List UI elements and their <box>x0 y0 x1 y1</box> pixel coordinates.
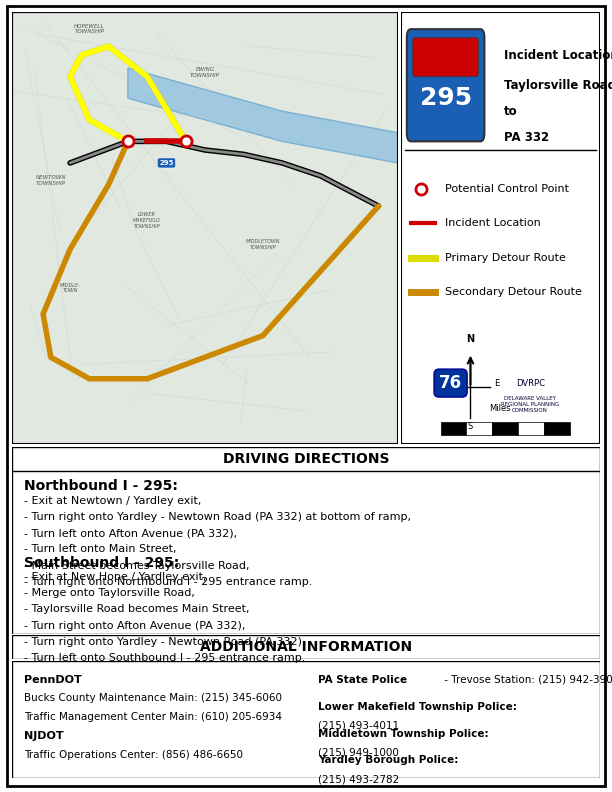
Text: - Turn right onto Afton Avenue (PA 332),: - Turn right onto Afton Avenue (PA 332), <box>24 621 245 630</box>
Text: - Turn right onto Yardley - Newtown Road (PA 332),: - Turn right onto Yardley - Newtown Road… <box>24 637 305 647</box>
Text: PA State Police: PA State Police <box>318 675 407 684</box>
Text: Potential Control Point: Potential Control Point <box>444 184 569 194</box>
Text: LOWER
MAKEFIELD
TOWNSHIP: LOWER MAKEFIELD TOWNSHIP <box>133 212 161 229</box>
Text: - Turn left onto Southbound I - 295 entrance ramp.: - Turn left onto Southbound I - 295 entr… <box>24 653 305 663</box>
Text: - Turn left onto Afton Avenue (PA 332),: - Turn left onto Afton Avenue (PA 332), <box>24 528 237 538</box>
Text: Lower Makefield Township Police:: Lower Makefield Township Police: <box>318 702 517 711</box>
Text: S: S <box>468 422 473 431</box>
Text: - Exit at New Hope / Yardley exit,: - Exit at New Hope / Yardley exit, <box>24 572 206 582</box>
Text: N: N <box>466 334 474 345</box>
Text: 295: 295 <box>420 86 472 110</box>
Text: - Main Street becomes Taylorsville Road,: - Main Street becomes Taylorsville Road, <box>24 561 250 570</box>
Text: Incident Location: Incident Location <box>444 219 540 228</box>
Text: Incident Location:: Incident Location: <box>504 48 612 62</box>
Text: EWING
TOWNSHIP: EWING TOWNSHIP <box>190 67 220 78</box>
Text: - Trevose Station: (215) 942-3900: - Trevose Station: (215) 942-3900 <box>441 675 612 684</box>
Text: Southbound I - 295:: Southbound I - 295: <box>24 556 179 569</box>
FancyBboxPatch shape <box>413 38 479 77</box>
Text: Traffic Operations Center: (856) 486-6650: Traffic Operations Center: (856) 486-665… <box>24 749 243 760</box>
Text: Bucks County Maintenance Main: (215) 345-6060: Bucks County Maintenance Main: (215) 345… <box>24 693 282 703</box>
Text: DRIVING DIRECTIONS: DRIVING DIRECTIONS <box>223 452 389 466</box>
Text: DELAWARE VALLEY
REGIONAL PLANNING
COMMISSION: DELAWARE VALLEY REGIONAL PLANNING COMMIS… <box>501 396 559 413</box>
Text: - Exit at Newtown / Yardley exit,: - Exit at Newtown / Yardley exit, <box>24 496 201 505</box>
FancyBboxPatch shape <box>407 29 485 141</box>
Text: - Merge onto Taylorsville Road,: - Merge onto Taylorsville Road, <box>24 588 195 598</box>
Text: (215) 493-2782: (215) 493-2782 <box>318 775 399 784</box>
Text: PA 332: PA 332 <box>504 131 550 143</box>
Text: - Turn right onto Yardley - Newtown Road (PA 332) at bottom of ramp,: - Turn right onto Yardley - Newtown Road… <box>24 512 411 522</box>
Text: MIDDLE-
TOWN: MIDDLE- TOWN <box>59 283 81 294</box>
Text: 76: 76 <box>439 374 462 392</box>
Text: - Turn right onto Northbound I - 295 entrance ramp.: - Turn right onto Northbound I - 295 ent… <box>24 577 312 587</box>
Text: Secondary Detour Route: Secondary Detour Route <box>444 287 581 298</box>
Text: PennDOT: PennDOT <box>24 675 82 684</box>
Text: Miles: Miles <box>490 404 511 413</box>
Text: (215) 949-1000: (215) 949-1000 <box>318 748 398 757</box>
Text: NEWTOWN
TOWNSHIP: NEWTOWN TOWNSHIP <box>35 175 66 185</box>
Text: NJDOT: NJDOT <box>24 731 64 741</box>
Text: Yardley Borough Police:: Yardley Borough Police: <box>318 756 458 766</box>
Text: HOPEWELL
TOWNSHIP: HOPEWELL TOWNSHIP <box>74 24 105 35</box>
Text: (215) 493-4011: (215) 493-4011 <box>318 720 399 730</box>
Text: - Turn left onto Main Street,: - Turn left onto Main Street, <box>24 544 176 554</box>
Text: to: to <box>504 105 518 118</box>
Text: W: W <box>438 379 447 387</box>
Text: ADDITIONAL INFORMATION: ADDITIONAL INFORMATION <box>200 640 412 654</box>
Text: Taylorsville Road: Taylorsville Road <box>504 78 612 92</box>
Text: 295: 295 <box>159 160 174 166</box>
Text: DVRPC: DVRPC <box>516 379 545 387</box>
Text: Traffic Management Center Main: (610) 205-6934: Traffic Management Center Main: (610) 20… <box>24 712 282 722</box>
Text: - Taylorsville Road becomes Main Street,: - Taylorsville Road becomes Main Street, <box>24 604 250 615</box>
Text: E: E <box>494 379 499 387</box>
Text: Middletown Township Police:: Middletown Township Police: <box>318 729 488 738</box>
Text: Primary Detour Route: Primary Detour Route <box>444 253 565 263</box>
Polygon shape <box>128 68 398 163</box>
Text: Northbound I - 295:: Northbound I - 295: <box>24 479 178 493</box>
Text: MIDDLETOWN
TOWNSHIP: MIDDLETOWN TOWNSHIP <box>245 239 280 250</box>
